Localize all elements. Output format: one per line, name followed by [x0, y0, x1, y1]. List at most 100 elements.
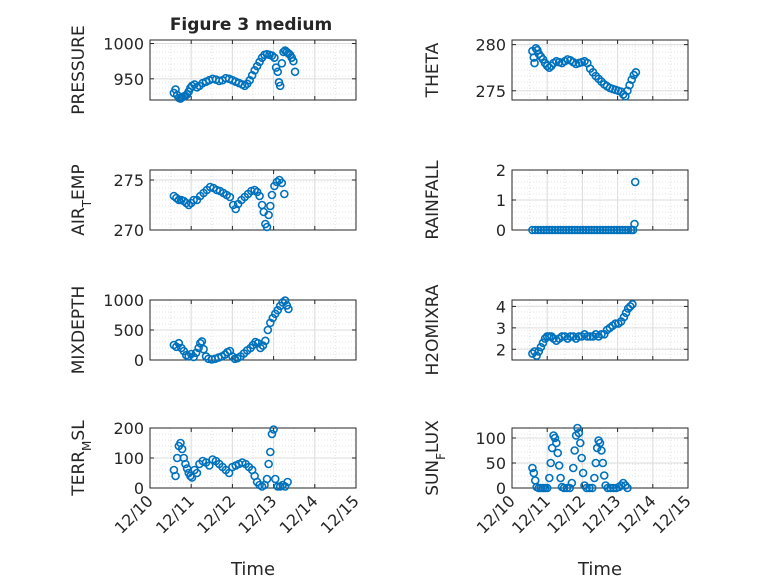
y-tick-label: 950 — [113, 70, 144, 89]
data-point — [177, 444, 187, 454]
data-point — [578, 468, 588, 478]
data-point — [570, 225, 579, 235]
data-point — [179, 346, 189, 356]
data-point — [553, 448, 563, 458]
data-point — [530, 58, 539, 68]
data-point — [263, 325, 273, 335]
data-point — [623, 225, 633, 235]
series-markers — [169, 46, 300, 103]
y-tick-label: 50 — [486, 454, 506, 473]
data-point — [627, 75, 636, 84]
data-point — [546, 458, 556, 468]
data-point — [590, 225, 599, 235]
subplot-5: 0 500 1000 MIXDEPTH — [69, 286, 357, 374]
data-point — [262, 222, 272, 232]
x-axis-label: Time — [230, 559, 275, 580]
data-point — [262, 474, 272, 484]
data-point — [171, 471, 180, 481]
data-point — [280, 482, 290, 491]
subplot-2: 275 280 THETA — [423, 36, 689, 101]
data-point — [273, 305, 283, 315]
y-tick-label: 2 — [496, 340, 506, 359]
data-point — [587, 483, 597, 493]
data-point — [192, 468, 202, 478]
data-point — [266, 318, 275, 328]
data-point — [567, 225, 577, 235]
data-point — [623, 483, 632, 493]
data-point — [545, 473, 554, 483]
data-point — [564, 225, 574, 235]
data-point — [550, 225, 560, 235]
data-point — [598, 458, 608, 468]
data-point — [604, 225, 613, 235]
data-point — [258, 341, 268, 350]
data-point — [532, 351, 541, 361]
data-point — [171, 85, 180, 94]
data-point — [547, 332, 556, 341]
data-point — [631, 68, 641, 77]
x-tick-label: 12/13 — [234, 491, 280, 537]
data-point — [530, 347, 539, 356]
data-point — [619, 312, 629, 322]
data-point — [270, 53, 279, 62]
data-point — [577, 453, 586, 463]
data-point — [601, 225, 610, 235]
y-tick-label: 0 — [496, 221, 506, 240]
data-point — [567, 478, 577, 488]
y-axis-label: RAINFALL — [423, 160, 443, 240]
data-point — [609, 483, 618, 493]
data-point — [174, 338, 184, 348]
data-point — [575, 225, 585, 235]
data-point — [559, 483, 569, 493]
data-point — [562, 483, 572, 493]
data-point — [606, 225, 616, 235]
axes-box — [149, 39, 357, 101]
data-point — [189, 195, 198, 205]
x-tick-label: 12/10 — [473, 491, 519, 537]
data-point — [615, 225, 625, 235]
data-point — [561, 225, 571, 235]
data-point — [536, 342, 546, 352]
data-point — [253, 338, 263, 348]
x-tick-label: 12/15 — [649, 491, 695, 537]
x-tick-label: 12/14 — [276, 491, 322, 537]
series-markers — [169, 296, 293, 364]
y-tick-label: 1000 — [103, 35, 144, 54]
data-point — [592, 225, 602, 235]
data-point — [538, 338, 548, 348]
axes-box — [511, 39, 689, 101]
axes-box — [511, 299, 689, 361]
data-point — [182, 464, 192, 473]
data-point — [628, 299, 637, 309]
data-point — [603, 483, 613, 493]
data-point — [280, 189, 289, 199]
y-axis-label: THETA — [423, 42, 443, 98]
subplot-3: 270 275 AIRTEMP — [69, 164, 357, 240]
data-point — [256, 343, 265, 353]
y-tick-label: 500 — [113, 321, 144, 340]
data-point — [225, 192, 235, 202]
y-axis-label: H2OMIXRA — [423, 284, 443, 375]
data-point — [181, 459, 190, 469]
data-point — [621, 308, 631, 318]
data-point — [553, 225, 563, 235]
data-point — [559, 225, 568, 235]
data-point — [574, 428, 584, 438]
series-markers — [528, 423, 632, 493]
data-point — [556, 225, 565, 235]
data-point — [545, 225, 554, 235]
figure-title: Figure 3 medium — [170, 15, 332, 35]
series-markers — [528, 44, 641, 101]
data-point — [528, 225, 537, 235]
data-point — [257, 200, 267, 210]
data-point — [268, 313, 278, 323]
data-point — [536, 225, 546, 235]
y-axis-label: TERRMSL — [69, 420, 94, 497]
subplot-6: 2 3 4 H2OMIXRA — [423, 284, 689, 376]
y-tick-label: 0 — [134, 479, 144, 498]
data-point — [599, 471, 609, 480]
data-point — [228, 352, 237, 361]
data-point — [277, 58, 287, 68]
